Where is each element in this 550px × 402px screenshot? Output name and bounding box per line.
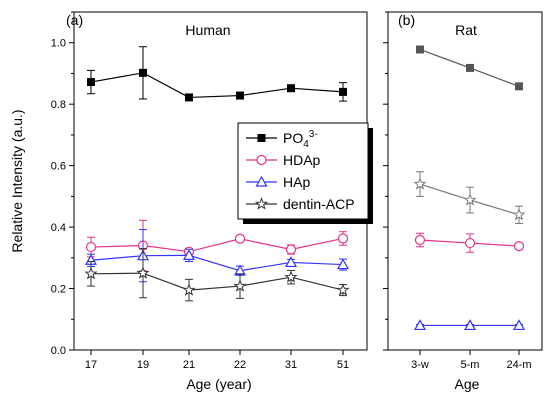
series: [84, 248, 350, 302]
x-tick-label: 3-w: [411, 359, 429, 371]
data-point-circle: [256, 154, 267, 166]
y-tick-label: 0.6: [51, 161, 66, 173]
series-line: [90, 272, 344, 291]
legend-label: dentin-ACP: [283, 196, 355, 212]
data-point-star: [136, 266, 150, 279]
data-point-square: [87, 78, 95, 87]
legend-item: PO43-: [246, 129, 318, 150]
plot-frame: [387, 11, 543, 351]
data-point-square: [515, 82, 523, 91]
y-tick-label: 0.0: [51, 345, 66, 357]
data-point-circle: [513, 241, 525, 252]
x-axis: 17 19 21 22 31 51: [85, 350, 349, 371]
y-axis: 0.0 0.2 0.4 0.6 0.8 1.0: [51, 11, 74, 357]
panel-label: (a): [66, 12, 83, 28]
data-point-circle: [85, 241, 97, 253]
data-point-triangle: [255, 175, 268, 187]
x-tick-label: 24-m: [506, 359, 531, 371]
data-point-star: [182, 283, 196, 296]
y-axis-title: Relative Intensity (a.u.): [9, 109, 25, 252]
data-point-square: [257, 134, 266, 142]
data-point-circle: [234, 233, 246, 244]
data-point-star: [336, 283, 350, 296]
legend-label-superscript: 3-: [309, 129, 318, 140]
y-tick-label: 1.0: [51, 38, 66, 50]
x-axis-title: Age (year): [186, 376, 251, 392]
data-point-triangle: [182, 249, 196, 260]
x-tick-label: 19: [137, 359, 149, 371]
data-point-star: [84, 266, 98, 280]
series: [413, 171, 526, 224]
legend-items: PO43- HDAp HAp dentin-ACP: [246, 129, 355, 212]
series-line: [90, 254, 344, 272]
legend-label-subscript: 4: [303, 139, 309, 150]
series: [414, 232, 525, 253]
series: [87, 46, 347, 102]
data-point-triangle: [413, 319, 427, 331]
x-axis: 3-w 5-m 24-m: [411, 350, 532, 371]
legend-label-main: dentin-ACP: [283, 196, 355, 212]
series: [416, 45, 523, 91]
data-point-circle: [414, 234, 426, 246]
panel-title: Human: [185, 22, 230, 38]
y-axis: [383, 11, 388, 351]
data-point-star: [512, 207, 526, 221]
legend: PO43- HDAp HAp dentin-ACP: [237, 122, 373, 224]
x-tick-label: 17: [85, 359, 97, 371]
legend-item: dentin-ACP: [246, 196, 355, 212]
panel-human: (a) Human Age (year) Relative Intensity …: [9, 11, 368, 392]
x-tick-label: 51: [337, 359, 349, 371]
data-point-square: [416, 45, 424, 54]
data-point-triangle: [284, 256, 298, 268]
series-line: [90, 237, 344, 253]
data-point-square: [236, 91, 244, 100]
y-tick-label: 0.4: [51, 222, 66, 234]
data-point-star: [233, 279, 247, 292]
y-tick-label: 0.8: [51, 99, 66, 111]
x-tick-label: 31: [285, 359, 297, 371]
data-point-triangle: [336, 258, 350, 270]
data-point-circle: [464, 237, 476, 249]
data-point-square: [287, 84, 295, 93]
panel-title: Rat: [455, 22, 477, 38]
y-tick-label: 0.2: [51, 284, 66, 296]
data-point-square: [139, 68, 147, 77]
legend-label: HDAp: [283, 152, 321, 168]
legend-label-main: HAp: [283, 174, 310, 190]
data-point-star: [413, 177, 427, 190]
legend-label-main: PO: [283, 130, 303, 146]
series-group: [413, 45, 526, 331]
data-point-triangle: [512, 319, 526, 331]
legend-item: HDAp: [246, 152, 321, 168]
legend-label-main: HDAp: [283, 152, 321, 168]
data-point-square: [339, 87, 347, 96]
data-point-square: [466, 63, 474, 72]
data-point-star: [284, 270, 298, 283]
data-point-circle: [337, 233, 349, 244]
legend-label: PO43-: [283, 129, 318, 150]
panel-label: (b): [398, 12, 415, 28]
data-point-triangle: [463, 319, 477, 331]
data-point-star: [463, 193, 477, 206]
panel-rat: (b) Rat Age 3-w 5-m 24-m: [383, 11, 543, 392]
x-tick-label: 22: [234, 359, 246, 371]
data-point-square: [185, 93, 193, 102]
data-point-circle: [285, 244, 297, 255]
series-line: [90, 72, 344, 99]
data-point-star: [254, 197, 269, 210]
legend-label: HAp: [283, 174, 310, 190]
series: [413, 319, 526, 331]
x-tick-label: 5-m: [461, 359, 480, 371]
series-group: [84, 46, 350, 302]
x-axis-title: Age: [455, 376, 480, 392]
x-tick-label: 21: [183, 359, 195, 371]
legend-item: HAp: [246, 174, 310, 190]
